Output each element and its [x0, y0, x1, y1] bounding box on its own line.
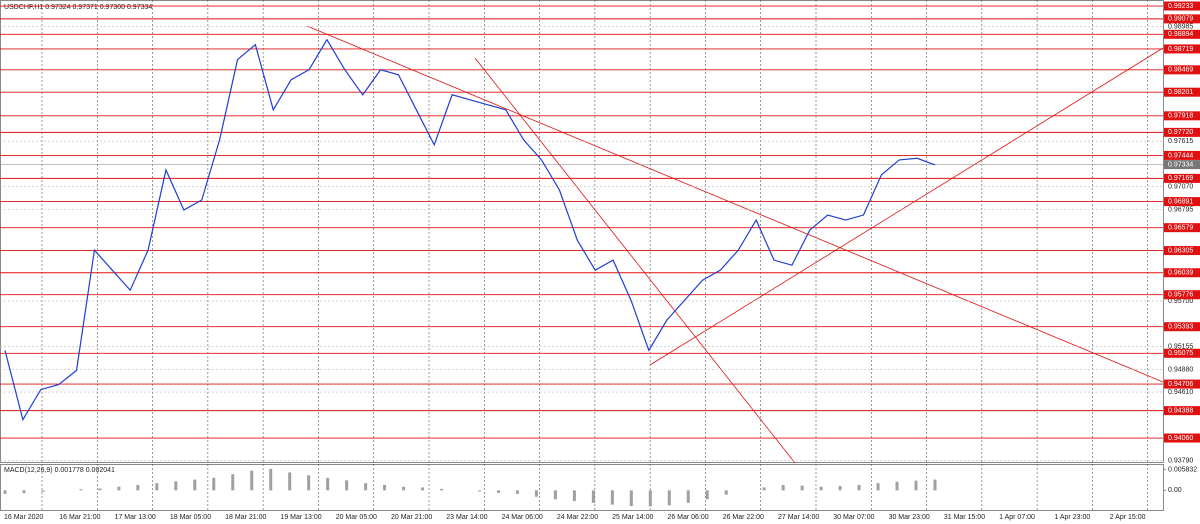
level-tag: [1164, 246, 1200, 256]
level-label: 0.95075: [1168, 350, 1193, 357]
x-tick-label: 19 Mar 13:00: [280, 514, 321, 521]
y-tick-label: 0.97070: [1168, 183, 1193, 190]
main-pane: [0, 0, 1164, 463]
x-tick-label: 26 Mar 06:00: [667, 514, 708, 521]
level-label: 0.98201: [1168, 89, 1193, 96]
level-label: 0.95776: [1168, 292, 1193, 299]
x-tick-label: 16 Mar 2020: [4, 514, 43, 521]
level-tag: [1164, 111, 1200, 121]
y-tick-label: 0.98985: [1168, 24, 1193, 31]
macd-tick-label: 0.00: [1168, 487, 1182, 494]
level-tag: [1164, 290, 1200, 300]
x-tick-label: 25 Mar 14:00: [612, 514, 653, 521]
y-tick-label: 0.94880: [1168, 366, 1193, 373]
x-tick-label: 20 Mar 05:00: [336, 514, 377, 521]
level-tag: [1164, 433, 1200, 443]
x-tick-label: 24 Mar 22:00: [557, 514, 598, 521]
level-label: 0.94060: [1168, 435, 1193, 442]
x-tick-label: 23 Mar 14:00: [446, 514, 487, 521]
y-tick-label: 0.94610: [1168, 389, 1193, 396]
level-label: 0.98894: [1168, 31, 1193, 38]
x-tick-label: 20 Mar 21:00: [391, 514, 432, 521]
macd-title: MACD(12,26,9) 0.001778 0.002041: [4, 467, 115, 474]
level-label: 0.99233: [1168, 3, 1193, 10]
level-tag: [1164, 379, 1200, 389]
level-label: 0.95393: [1168, 324, 1193, 331]
level-tag: [1164, 127, 1200, 137]
x-tick-label: 18 Mar 05:00: [170, 514, 211, 521]
level-label: 0.94706: [1168, 381, 1193, 388]
level-tag: [1164, 44, 1200, 54]
x-tick-label: 26 Mar 22:00: [723, 514, 764, 521]
level-tag: [1164, 150, 1200, 160]
y-tick-label: 0.96795: [1168, 206, 1193, 213]
level-tag: [1164, 173, 1200, 183]
y-tick-label: 0.95700: [1168, 298, 1193, 305]
y-tick-label: 0.97615: [1168, 138, 1193, 145]
x-tick-label: 1 Apr 23:00: [1054, 514, 1090, 521]
level-tag: [1164, 65, 1200, 75]
level-tag: [1164, 1, 1200, 11]
level-tag: [1164, 268, 1200, 278]
current-price-tag: [1164, 160, 1200, 170]
level-label: 0.97720: [1168, 129, 1193, 136]
level-tag: [1164, 322, 1200, 332]
level-label: 0.96305: [1168, 247, 1193, 254]
level-tag: [1164, 29, 1200, 39]
x-tick-label: 27 Mar 14:00: [778, 514, 819, 521]
level-label: 0.97444: [1168, 152, 1193, 159]
x-tick-label: 17 Mar 13:00: [115, 514, 156, 521]
x-tick-label: 24 Mar 06:00: [502, 514, 543, 521]
x-tick-label: 1 Apr 07:00: [999, 514, 1035, 521]
macd-pane: [0, 464, 1164, 511]
level-tag: [1164, 87, 1200, 97]
x-tick-label: 18 Mar 21:00: [225, 514, 266, 521]
level-label: 0.97918: [1168, 113, 1193, 120]
level-label: 0.98469: [1168, 67, 1193, 74]
level-label: 0.96039: [1168, 270, 1193, 277]
level-tag: [1164, 348, 1200, 358]
x-tick-label: 31 Mar 15:00: [944, 514, 985, 521]
x-tick-label: 30 Mar 07:00: [833, 514, 874, 521]
level-label: 0.96891: [1168, 198, 1193, 205]
x-tick-label: 2 Apr 15:00: [1110, 514, 1146, 521]
trend-line: [306, 25, 1164, 383]
trend-line: [474, 57, 796, 464]
level-tag: [1164, 197, 1200, 207]
level-tag: [1164, 14, 1200, 24]
x-tick-label: 16 Mar 21:00: [59, 514, 100, 521]
y-tick-label: 0.93790: [1168, 457, 1193, 464]
level-label: 0.97169: [1168, 175, 1193, 182]
level-label: 0.96579: [1168, 225, 1193, 232]
level-label: 0.99079: [1168, 16, 1193, 23]
level-tag: [1164, 223, 1200, 233]
level-tag: [1164, 406, 1200, 416]
x-tick-label: 30 Mar 23:00: [889, 514, 930, 521]
price-line: [4, 38, 936, 422]
chart-title: USDCHF,H1 0.97324 0.97371 0.97300 0.9733…: [4, 4, 152, 11]
y-tick-label: 0.95155: [1168, 343, 1193, 350]
trend-line: [649, 47, 1164, 366]
current-price-label: 0.97334: [1168, 161, 1193, 168]
level-label: 0.94388: [1168, 407, 1193, 414]
macd-tick-label: 0.005832: [1168, 466, 1197, 473]
level-label: 0.98719: [1168, 46, 1193, 53]
